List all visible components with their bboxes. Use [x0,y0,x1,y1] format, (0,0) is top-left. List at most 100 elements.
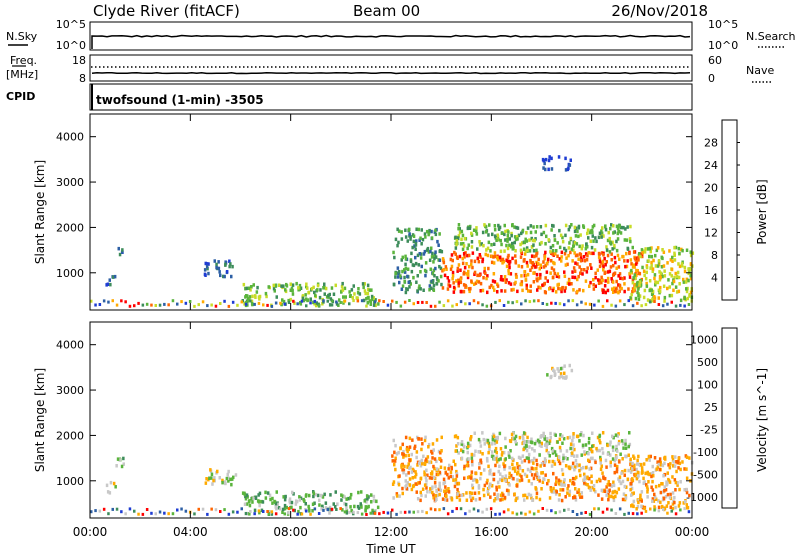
echo-cell [616,434,619,438]
echo-cell [456,492,459,496]
echo-cell [341,281,344,286]
echo-cell [434,484,437,489]
echo-cell [547,479,550,483]
echo-cell [441,257,445,261]
echo-cell [442,304,446,308]
echo-cell [599,461,602,465]
echo-cell [470,279,473,283]
echo-cell [405,445,409,450]
echo-cell [224,260,227,264]
echo-cell [642,295,646,300]
echo-cell [508,243,511,247]
echo-cell [450,264,454,269]
echo-cell [504,238,507,242]
echo-cell [631,478,635,483]
echo-cell [608,443,612,447]
echo-cell [508,483,511,487]
echo-cell [274,501,278,506]
x-tick-label: 00:00 [675,525,710,539]
echo-cell [274,301,278,305]
echo-cell [364,291,367,296]
echo-cell [601,447,604,451]
echo-cell [447,279,451,283]
echo-cell [252,283,255,287]
echo-cell [594,489,597,494]
echo-cell [477,491,481,495]
echo-cell [568,282,571,286]
echo-cell [524,249,527,253]
echo-cell [594,236,597,240]
echo-cell [468,443,472,448]
echo-cell [394,237,398,242]
echo-cell [335,300,338,304]
echo-cell [649,507,652,511]
echo-cell [276,502,279,507]
echo-cell [609,460,612,464]
echo-cell [563,508,566,512]
echo-cell [590,266,593,270]
echo-cell [475,232,479,236]
echo-cell [618,299,622,303]
echo-cell [631,278,635,282]
echo-cell [615,239,618,244]
echo-cell [128,507,132,511]
echo-cell [274,284,278,288]
echo-cell [612,286,616,290]
echo-cell [352,284,355,288]
echo-cell [509,449,512,453]
echo-cell [549,271,552,275]
echo-cell [426,490,429,494]
echo-cell [494,300,497,304]
echo-cell [521,434,525,438]
echo-cell [447,487,450,491]
echo-cell [329,493,332,497]
echo-cell [633,256,637,261]
echo-cell [646,470,649,475]
echo-cell [645,485,649,489]
echo-cell [562,375,565,380]
echo-cell [267,512,270,516]
echo-cell [554,433,557,437]
echo-cell [358,292,362,296]
echo-cell [670,300,673,304]
echo-cell [550,464,554,468]
echo-cell [519,456,522,460]
echo-cell [588,512,592,516]
echo-cell [343,299,347,303]
echo-cell [569,478,572,483]
echo-cell [301,296,305,301]
echo-cell [598,231,602,235]
echo-cell [561,434,564,438]
echo-cell [479,476,482,481]
echo-cell [605,465,608,469]
echo-cell [539,263,542,267]
echo-cell [507,271,511,276]
echo-cell [459,289,463,294]
echo-cell [683,488,686,492]
echo-cell [317,304,321,308]
echo-cell [552,490,555,494]
echo-cell [470,470,474,474]
echo-cell [582,288,585,293]
echo-cell [615,444,618,449]
echo-cell [304,502,307,506]
echo-cell [290,286,294,291]
echo-cell [432,260,435,264]
echo-cell [299,300,302,305]
echo-cell [232,475,235,480]
echo-cell [527,452,531,457]
echo-cell [650,485,653,489]
echo-cell [370,288,373,292]
echo-cell [436,493,439,498]
echo-cell [483,266,486,271]
echo-cell [393,459,397,463]
echo-cell [428,228,431,233]
echo-cell [666,261,669,265]
echo-cell [330,507,334,511]
echo-cell [687,303,691,306]
echo-cell [505,258,508,262]
echo-cell [431,442,435,446]
echo-cell [481,431,484,435]
echo-cell [373,511,377,515]
echo-cell [469,286,472,291]
